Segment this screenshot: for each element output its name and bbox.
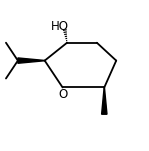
Polygon shape bbox=[102, 87, 107, 114]
Polygon shape bbox=[18, 58, 45, 63]
Text: HO: HO bbox=[51, 20, 69, 33]
Text: O: O bbox=[58, 88, 67, 101]
